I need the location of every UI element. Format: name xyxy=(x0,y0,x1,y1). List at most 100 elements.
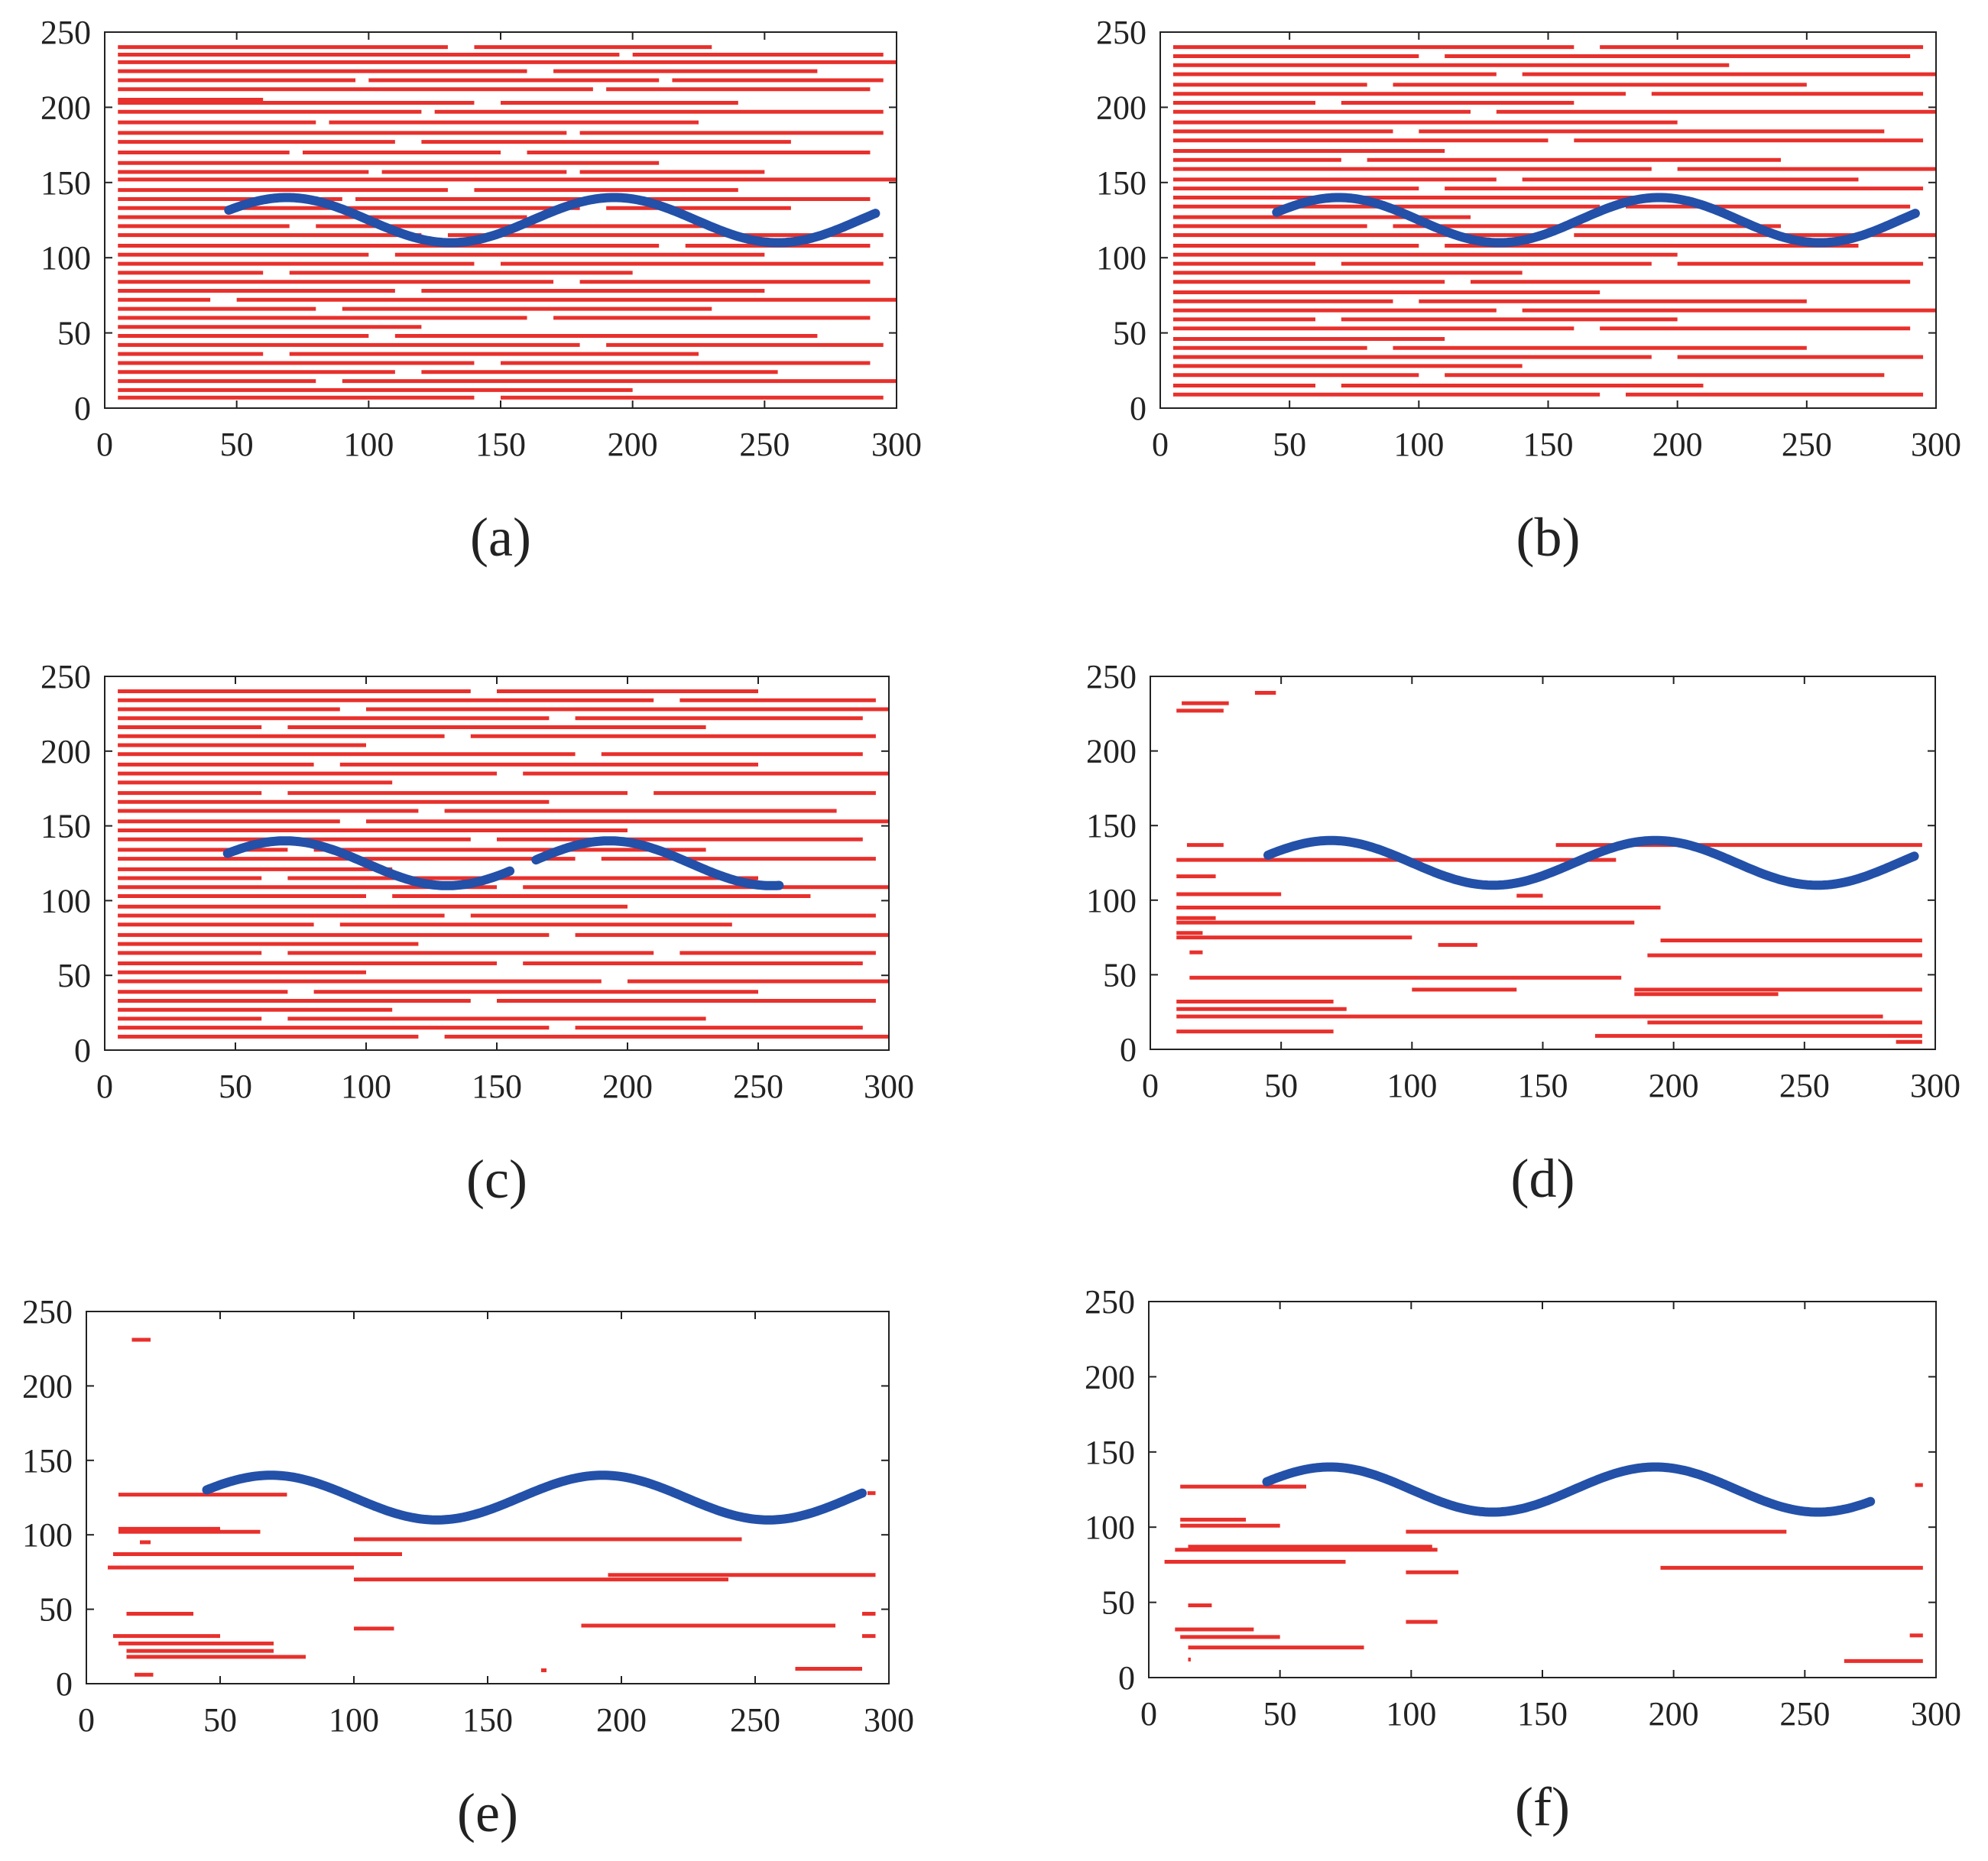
x-tick-label: 200 xyxy=(608,426,658,463)
x-tick-label: 250 xyxy=(733,1068,783,1105)
y-tick-label: 150 xyxy=(22,1442,73,1480)
target-track-0 xyxy=(202,1470,867,1525)
plot-area xyxy=(86,1311,889,1684)
target-track-1 xyxy=(531,836,784,890)
y-tick-label: 150 xyxy=(1096,164,1146,202)
x-tick-label: 0 xyxy=(1152,426,1169,463)
y-tick-label: 50 xyxy=(1101,1584,1135,1622)
x-tick-label: 0 xyxy=(96,1068,113,1105)
y-tick-label: 100 xyxy=(1085,1509,1135,1546)
x-tick-label: 300 xyxy=(864,1701,914,1739)
target-track-0 xyxy=(1272,193,1920,248)
x-tick-label: 100 xyxy=(1386,1067,1437,1104)
y-tick-label: 200 xyxy=(41,733,91,770)
x-tick-label: 200 xyxy=(596,1701,647,1739)
x-tick-label: 100 xyxy=(341,1068,391,1105)
y-tick-label: 250 xyxy=(22,1293,73,1331)
x-tick-label: 250 xyxy=(1779,1695,1830,1733)
x-tick-label: 100 xyxy=(1393,426,1444,463)
plot-area xyxy=(105,676,889,1050)
y-tick-label: 200 xyxy=(1096,89,1146,126)
x-tick-label: 150 xyxy=(1518,1067,1568,1104)
y-tick-label: 150 xyxy=(1085,1434,1135,1471)
x-tick-label: 150 xyxy=(462,1701,513,1739)
x-tick-label: 0 xyxy=(1140,1695,1157,1733)
y-tick-label: 0 xyxy=(1118,1659,1135,1697)
chart-panel-a: 0 50 100 150 200 250 300 0 50 100 150 200 250 (a) xyxy=(41,14,922,568)
x-tick-label: 250 xyxy=(1782,426,1832,463)
x-tick-label: 50 xyxy=(220,426,254,463)
panel-caption: (d) xyxy=(1511,1148,1575,1209)
x-tick-label: 300 xyxy=(1911,1695,1961,1733)
y-tick-label: 250 xyxy=(41,14,91,51)
y-tick-label: 0 xyxy=(1130,390,1146,427)
panel-caption: (b) xyxy=(1516,507,1581,568)
y-tick-label: 50 xyxy=(1113,315,1146,352)
y-tick-label: 200 xyxy=(41,89,91,126)
y-tick-label: 50 xyxy=(57,957,91,994)
x-tick-label: 100 xyxy=(329,1701,379,1739)
y-tick-label: 150 xyxy=(41,808,91,845)
chart-panel-b: 0 50 100 150 200 250 300 0 50 100 150 200 250 (b) xyxy=(1096,14,1961,568)
chart-panel-d: 0 50 100 150 200 250 300 0 50 100 150 200 250 (d) xyxy=(1086,658,1960,1209)
y-tick-label: 200 xyxy=(1086,733,1137,770)
y-tick-label: 150 xyxy=(1086,807,1137,845)
plot-area xyxy=(1149,1302,1936,1678)
y-tick-label: 250 xyxy=(41,658,91,695)
x-tick-label: 250 xyxy=(739,426,790,463)
x-tick-label: 300 xyxy=(1910,1067,1960,1104)
x-tick-label: 0 xyxy=(1142,1067,1159,1104)
plot-content xyxy=(1172,45,1936,397)
x-tick-label: 300 xyxy=(864,1068,914,1105)
y-tick-label: 250 xyxy=(1096,14,1146,51)
y-tick-label: 50 xyxy=(39,1591,73,1629)
plot-content xyxy=(1164,1462,1923,1663)
plot-area xyxy=(1160,32,1936,408)
plot-content xyxy=(118,45,897,400)
y-tick-label: 50 xyxy=(1103,956,1137,994)
plot-content xyxy=(118,689,889,1039)
y-tick-label: 100 xyxy=(1086,882,1137,919)
x-tick-label: 100 xyxy=(1386,1695,1436,1733)
y-tick-label: 0 xyxy=(74,1032,91,1069)
y-tick-label: 0 xyxy=(1120,1031,1137,1068)
panel-caption: (a) xyxy=(470,507,531,568)
x-tick-label: 50 xyxy=(1264,1067,1298,1104)
y-tick-label: 200 xyxy=(22,1367,73,1405)
panel-caption: (e) xyxy=(457,1782,518,1843)
y-tick-label: 0 xyxy=(74,390,91,427)
x-tick-label: 150 xyxy=(472,1068,522,1105)
panel-caption: (f) xyxy=(1515,1776,1570,1837)
y-tick-label: 100 xyxy=(41,882,91,919)
x-tick-label: 200 xyxy=(602,1068,653,1105)
x-tick-label: 100 xyxy=(343,426,394,463)
target-track-0 xyxy=(1263,835,1919,890)
y-tick-label: 250 xyxy=(1086,658,1137,695)
y-tick-label: 250 xyxy=(1085,1283,1135,1321)
y-tick-label: 100 xyxy=(41,239,91,277)
y-tick-label: 0 xyxy=(56,1665,73,1703)
target-track-0 xyxy=(224,193,880,248)
chart-panel-c: 0 50 100 150 200 250 300 0 50 100 150 200 250 (c) xyxy=(41,658,914,1210)
target-track-0 xyxy=(1262,1462,1876,1517)
x-tick-label: 150 xyxy=(1517,1695,1568,1733)
x-tick-label: 50 xyxy=(1263,1695,1297,1733)
x-tick-label: 300 xyxy=(871,426,922,463)
x-tick-label: 150 xyxy=(475,426,526,463)
x-tick-label: 150 xyxy=(1523,426,1574,463)
chart-panel-e: 0 50 100 150 200 250 300 0 50 100 150 200 250 (e) xyxy=(22,1293,914,1843)
x-tick-label: 0 xyxy=(96,426,113,463)
target-track-0 xyxy=(222,836,515,890)
x-tick-label: 50 xyxy=(219,1068,252,1105)
panel-caption: (c) xyxy=(466,1149,527,1210)
chart-panel-f: 0 50 100 150 200 250 300 0 50 100 150 200 250 (f) xyxy=(1085,1283,1961,1837)
y-tick-label: 200 xyxy=(1085,1358,1135,1396)
x-tick-label: 200 xyxy=(1649,1695,1699,1733)
x-tick-label: 300 xyxy=(1911,426,1961,463)
plot-area xyxy=(1150,676,1935,1049)
x-tick-label: 0 xyxy=(78,1701,95,1739)
x-tick-label: 250 xyxy=(730,1701,780,1739)
y-tick-label: 150 xyxy=(41,164,91,202)
x-tick-label: 200 xyxy=(1652,426,1703,463)
